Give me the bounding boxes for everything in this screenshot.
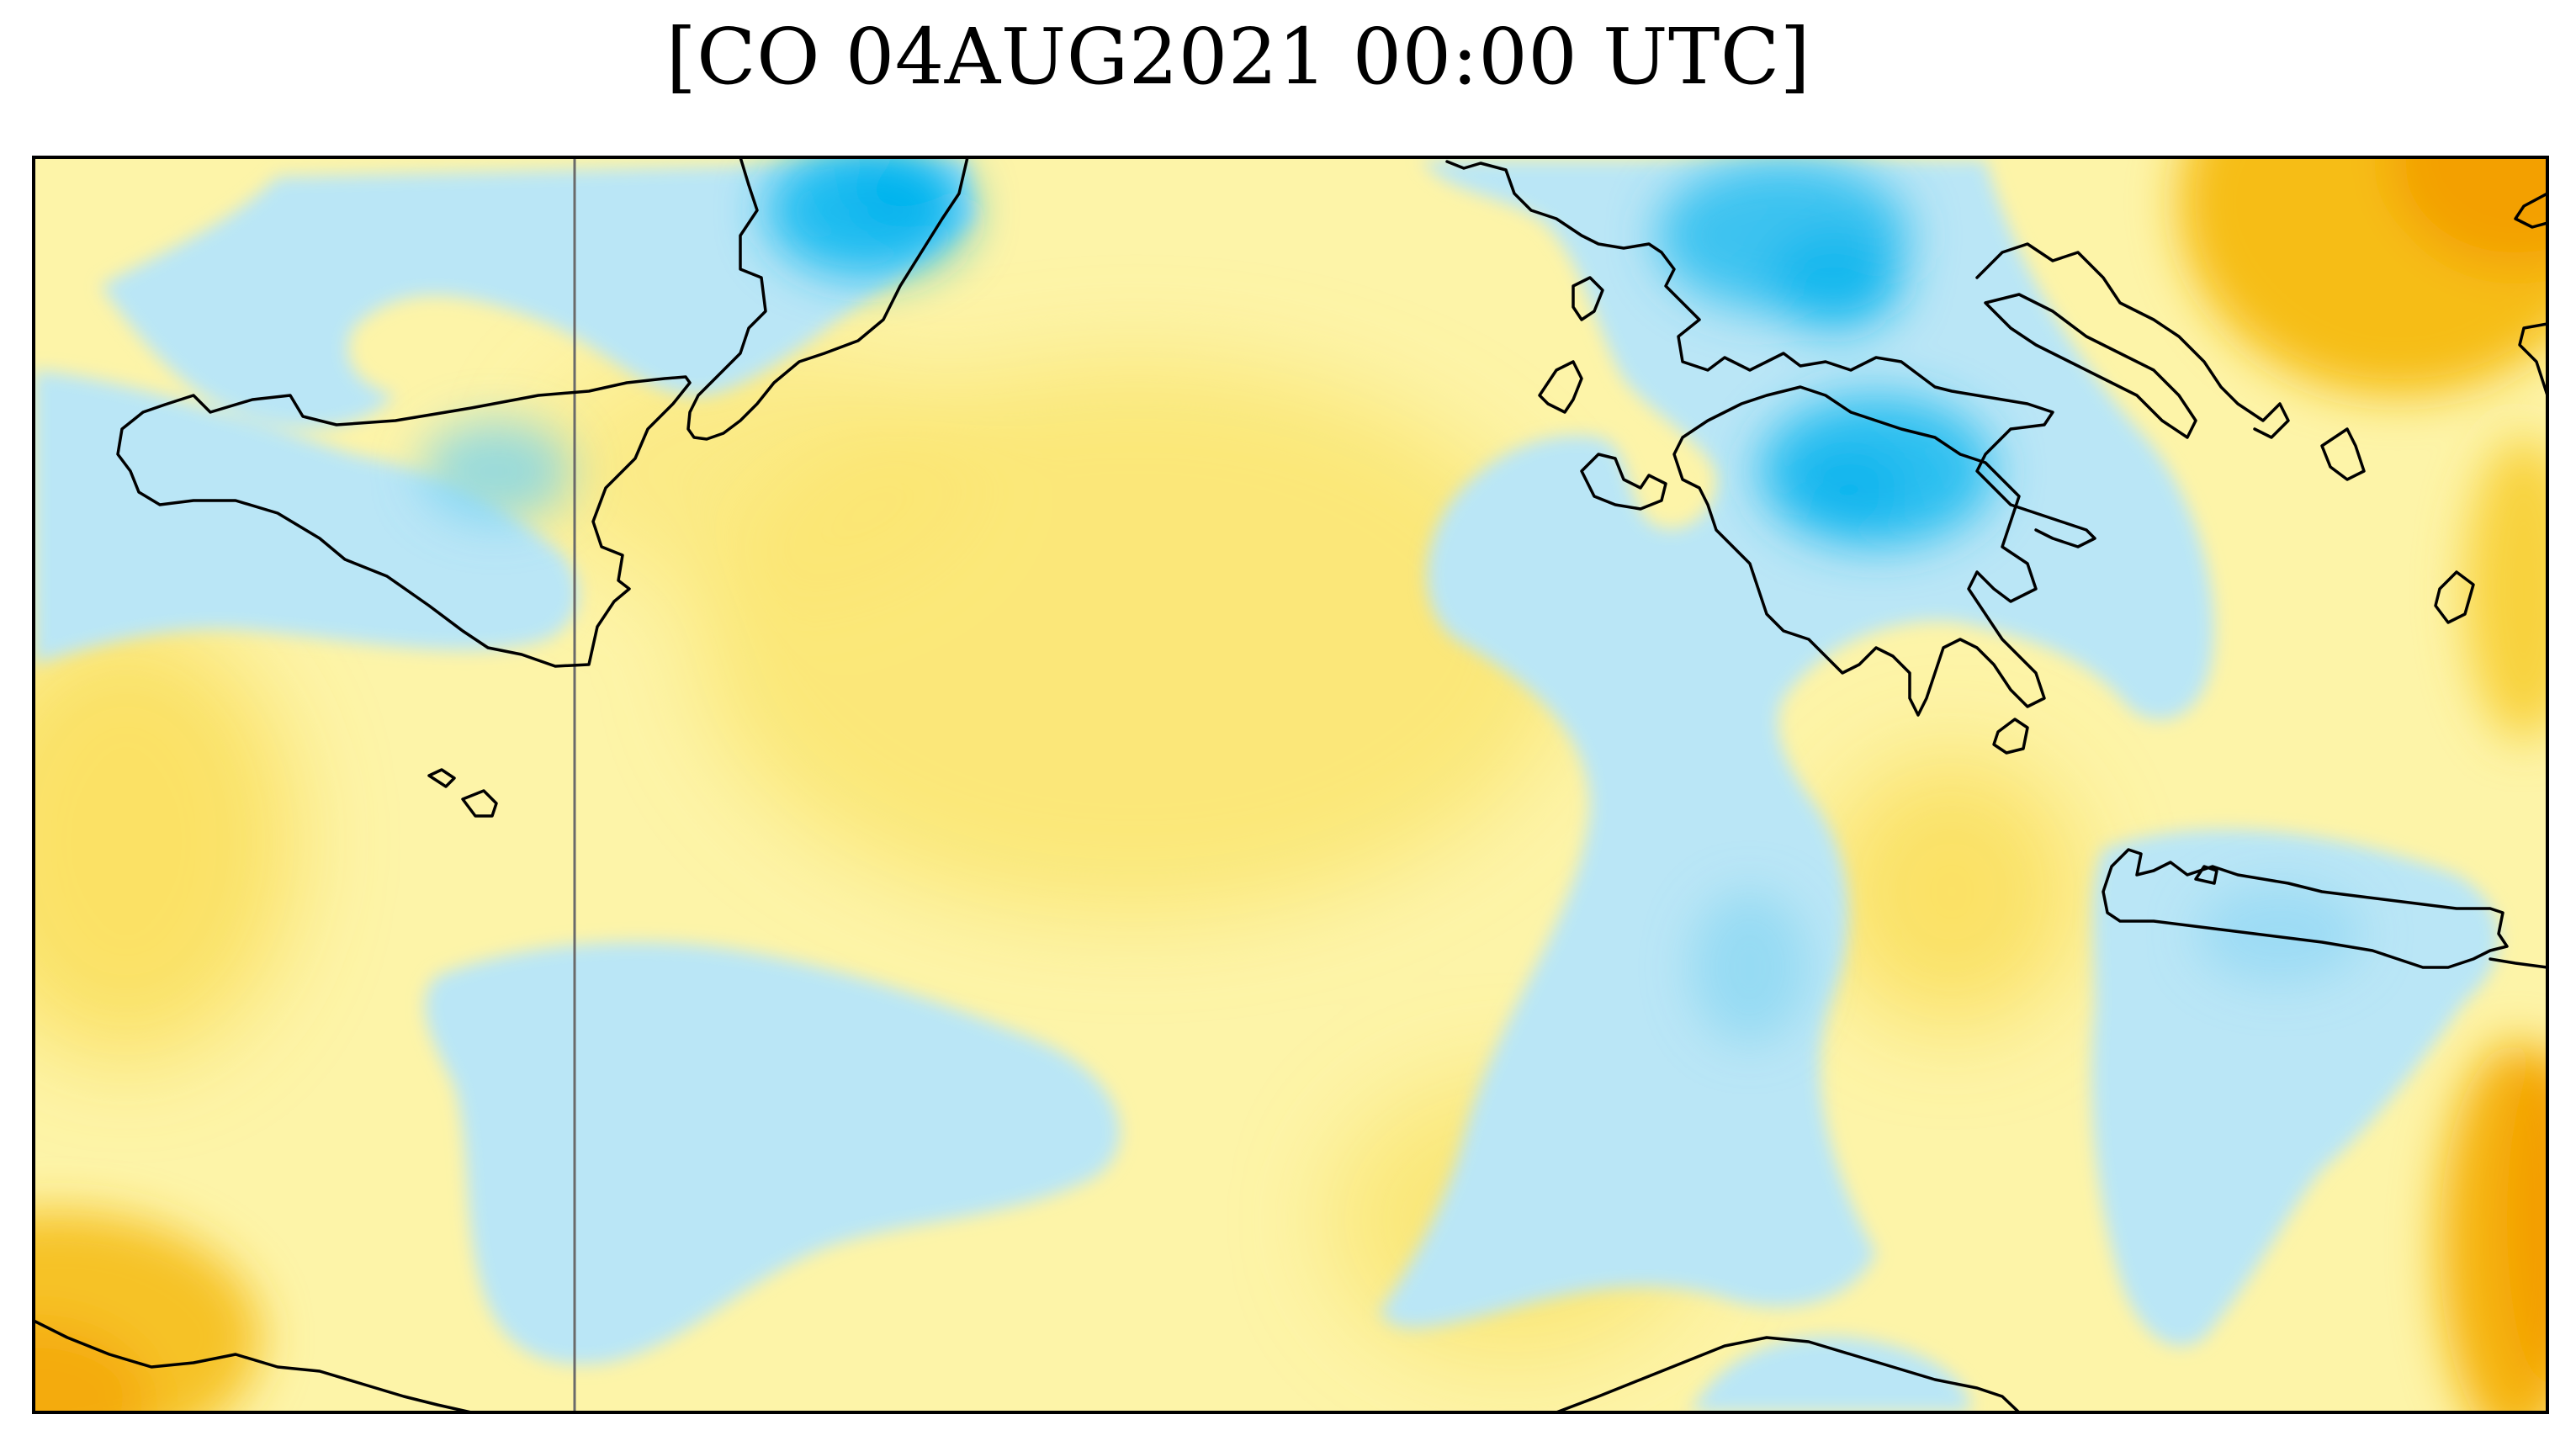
coast-karpathos [2489, 957, 2547, 969]
coast-anatolia-edge [2514, 192, 2547, 397]
coast-aegean-east [1975, 242, 2290, 439]
map-title: [CO 04AUG2021 00:00 UTC] [665, 12, 1811, 102]
strong-low-areas [421, 157, 2364, 1043]
strong-high-areas [34, 157, 2547, 1412]
coast-peloponnese [1672, 385, 2046, 717]
coast-africa-west [34, 1319, 473, 1412]
map-frame [32, 156, 2549, 1414]
coast-mainland-greece [1445, 160, 2096, 548]
coast-zakynthos [1992, 718, 2029, 755]
coast-calabria [686, 157, 969, 441]
coast-kefalonia [1580, 453, 1667, 511]
coast-island-cyclades [2434, 570, 2475, 624]
coast-euboea [1984, 293, 2197, 439]
coastlines [34, 157, 2547, 1412]
coast-crete [2102, 848, 2509, 969]
coast-sicily [116, 375, 692, 668]
coast-crete-islet [2194, 865, 2218, 885]
coast-malta [427, 768, 498, 818]
coast-cyrenaica [1555, 1336, 2021, 1412]
coast-islands-ne [2320, 427, 2366, 481]
coast-lefkada [1538, 360, 1583, 414]
coast-corfu [1572, 276, 1604, 321]
